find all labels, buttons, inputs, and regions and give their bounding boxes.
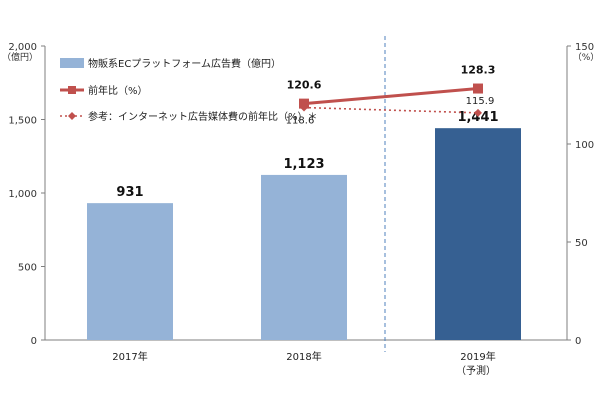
bar-value-label: 1,441: [457, 110, 498, 125]
ref-yoy-marker: [474, 108, 482, 117]
right-axis-tick-label: 150: [575, 42, 594, 53]
yoy-value-label: 120.6: [287, 79, 322, 92]
legend-label-bars: 物販系ECプラットフォーム広告費（億円）: [88, 57, 281, 70]
yoy-value-label: 128.3: [461, 64, 496, 77]
ref-yoy-marker: [300, 103, 308, 112]
left-axis-tick-label: 2,000: [8, 42, 37, 53]
bar-1: [261, 174, 347, 340]
legend-swatch-bars: [60, 58, 84, 68]
yoy-line: [303, 87, 479, 106]
yoy-marker: [473, 83, 483, 94]
right-axis-tick-label: 50: [575, 238, 588, 249]
bar-0: [87, 203, 173, 340]
right-axis-tick-label: 100: [575, 140, 594, 151]
x-axis-category-label: 2018年: [286, 350, 321, 363]
ref-yoy-value-label: 115.9: [466, 96, 495, 107]
left-axis-tick-label: 1,500: [8, 116, 37, 127]
x-axis-category-label: 2017年: [112, 350, 147, 363]
legend-label-yoy: 前年比（%）: [88, 84, 148, 97]
ref-yoy-line: [303, 106, 479, 114]
bar-value-label: 931: [116, 185, 143, 200]
right-axis-tick-label: 0: [575, 336, 581, 347]
bar-2: [435, 128, 521, 340]
ref-yoy-value-label: 118.6: [286, 116, 315, 127]
left-axis-unit: （億円）: [2, 51, 38, 63]
x-axis-category-note: （予測）: [456, 364, 496, 377]
right-axis-unit: （%）: [573, 52, 600, 63]
left-axis-tick-label: 500: [18, 263, 37, 274]
left-axis-tick-label: 0: [31, 336, 37, 347]
legend-label-ref: 参考：インターネット広告媒体費の前年比（%）＊: [88, 110, 318, 123]
legend-marker-yoy: [68, 86, 76, 94]
x-axis-category-label: 2019年: [460, 350, 495, 363]
legend-marker-ref: [68, 112, 76, 120]
left-axis-tick-label: 1,000: [8, 189, 37, 200]
bar-value-label: 1,123: [283, 157, 324, 172]
